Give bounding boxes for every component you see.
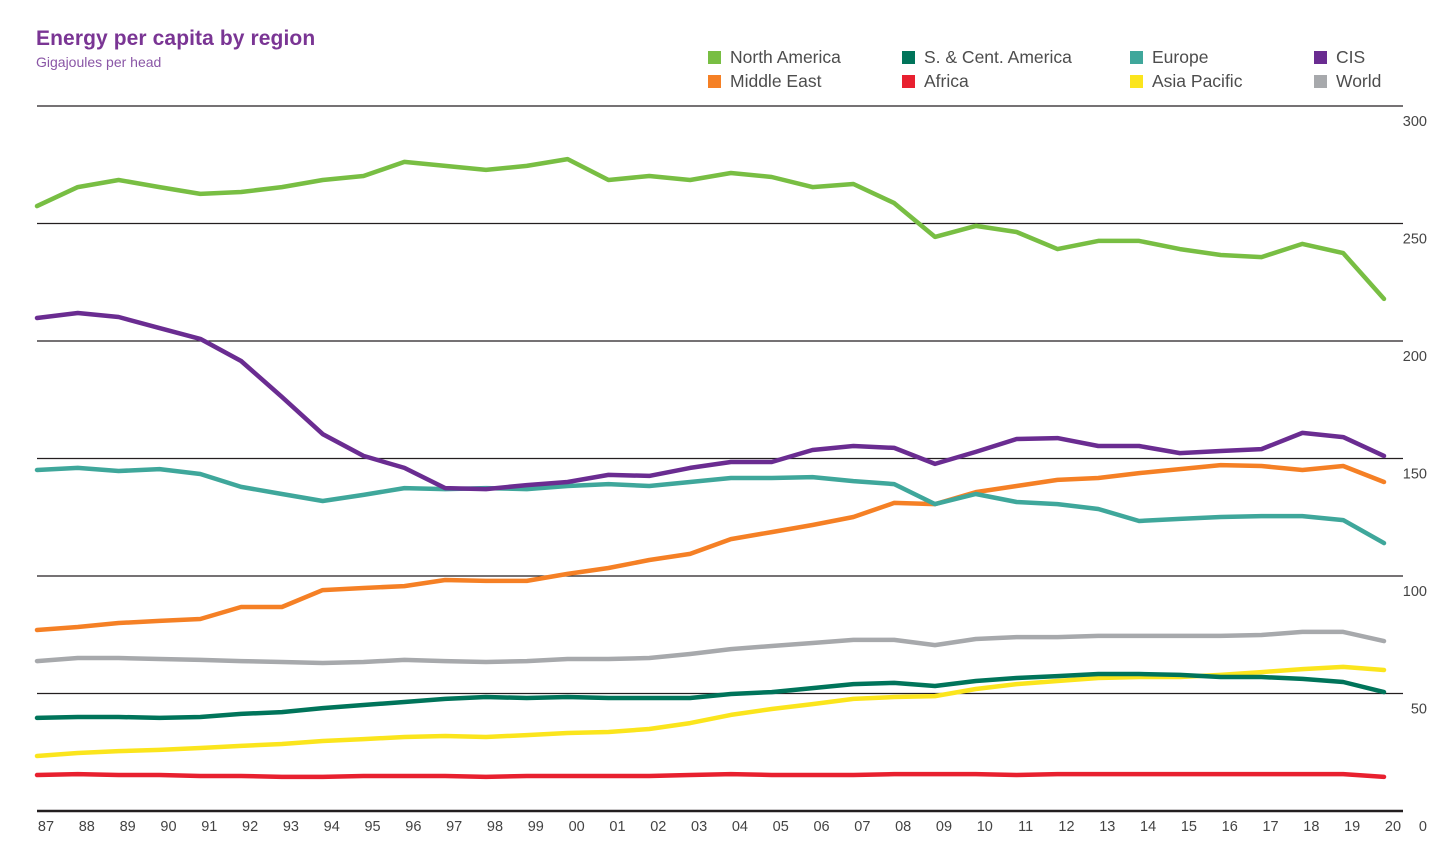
legend-label: S. & Cent. America	[924, 47, 1072, 67]
series-line-europe	[34, 465, 1387, 546]
y-tick-label: 250	[1403, 232, 1427, 248]
x-tick-label: 87	[38, 819, 54, 835]
legend-swatch-europe	[1130, 51, 1143, 64]
x-tick-label: 01	[609, 819, 625, 835]
legend-swatch-s-cent-america	[902, 51, 915, 64]
x-tick-label: 15	[1181, 819, 1197, 835]
x-tick-label: 11	[1018, 819, 1033, 835]
legend-swatch-north-america	[708, 51, 721, 64]
x-tick-label: 06	[813, 819, 829, 835]
series-lines	[34, 156, 1387, 780]
x-tick-label: 02	[650, 819, 666, 835]
x-tick-label: 96	[405, 819, 421, 835]
legend-swatch-cis	[1314, 51, 1327, 64]
series-line-world	[34, 629, 1387, 666]
x-tick-label: 93	[283, 819, 299, 835]
x-tick-label: 94	[324, 819, 340, 835]
legend-item-north-america: North America	[708, 47, 841, 68]
legend-swatch-world	[1314, 75, 1327, 88]
x-tick-label: 09	[936, 819, 952, 835]
x-tick-label: 17	[1262, 819, 1278, 835]
legend-label: Africa	[924, 71, 969, 91]
legend-label: CIS	[1336, 47, 1366, 67]
y-tick-label: 50	[1411, 702, 1427, 718]
legend: North America S. & Cent. America Europe …	[708, 47, 1408, 97]
x-tick-label: 95	[364, 819, 380, 835]
x-tick-label: 14	[1140, 819, 1156, 835]
legend-label: Asia Pacific	[1152, 71, 1243, 91]
series-line-cis	[34, 310, 1387, 492]
x-tick-label: 18	[1303, 819, 1319, 835]
x-tick-label: 12	[1058, 819, 1074, 835]
x-tick-label: 20	[1385, 819, 1401, 835]
x-tick-label: 04	[732, 819, 748, 835]
gridlines	[37, 105, 1403, 813]
x-tick-label: 19	[1344, 819, 1360, 835]
x-tick-label: 16	[1222, 819, 1238, 835]
legend-item-s-cent-america: S. & Cent. America	[902, 47, 1072, 68]
legend-label: Europe	[1152, 47, 1209, 67]
x-tick-label: 88	[79, 819, 95, 835]
series-line-s-cent-america	[34, 671, 1387, 721]
x-tick-label: 98	[487, 819, 503, 835]
legend-item-asia-pacific: Asia Pacific	[1130, 71, 1242, 92]
x-tick-label: 89	[120, 819, 136, 835]
x-tick-label: 90	[160, 819, 176, 835]
x-tick-label: 97	[446, 819, 462, 835]
x-tick-label: 92	[242, 819, 258, 835]
x-tick-label: 91	[201, 819, 217, 835]
chart-subtitle: Gigajoules per head	[36, 54, 162, 70]
legend-item-africa: Africa	[902, 71, 969, 92]
y-tick-label: 0	[1419, 819, 1427, 835]
x-tick-label: 99	[528, 819, 544, 835]
legend-label: World	[1336, 71, 1382, 91]
y-axis-ticks: 0 50 100 150 200 250 300	[1403, 114, 1427, 835]
legend-item-middle-east: Middle East	[708, 71, 821, 92]
x-tick-label: 00	[569, 819, 585, 835]
x-tick-label: 07	[854, 819, 870, 835]
series-line-africa	[34, 771, 1387, 780]
legend-item-europe: Europe	[1130, 47, 1208, 68]
y-tick-label: 300	[1403, 114, 1427, 130]
x-tick-label: 05	[773, 819, 789, 835]
y-tick-label: 200	[1403, 349, 1427, 365]
x-tick-label: 03	[691, 819, 707, 835]
legend-item-world: World	[1314, 71, 1381, 92]
series-line-north-america	[34, 156, 1387, 302]
x-axis-ticks: 87 88 89 90 91 92 93 94 95 96 97 98 99 00 01 02 03 04 05 06…	[38, 819, 1401, 835]
legend-swatch-asia-pacific	[1130, 75, 1143, 88]
y-tick-label: 150	[1403, 467, 1427, 483]
x-tick-label: 10	[977, 819, 993, 835]
series-line-middle-east	[34, 462, 1387, 633]
legend-label: Middle East	[730, 71, 822, 91]
legend-label: North America	[730, 47, 841, 67]
x-tick-label: 08	[895, 819, 911, 835]
x-tick-label: 13	[1099, 819, 1115, 835]
y-tick-label: 100	[1403, 584, 1427, 600]
chart-title: Energy per capita by region	[36, 27, 316, 50]
legend-item-cis: CIS	[1314, 47, 1365, 68]
legend-swatch-africa	[902, 75, 915, 88]
series-line-asia-pacific	[34, 664, 1387, 759]
legend-swatch-middle-east	[708, 75, 721, 88]
